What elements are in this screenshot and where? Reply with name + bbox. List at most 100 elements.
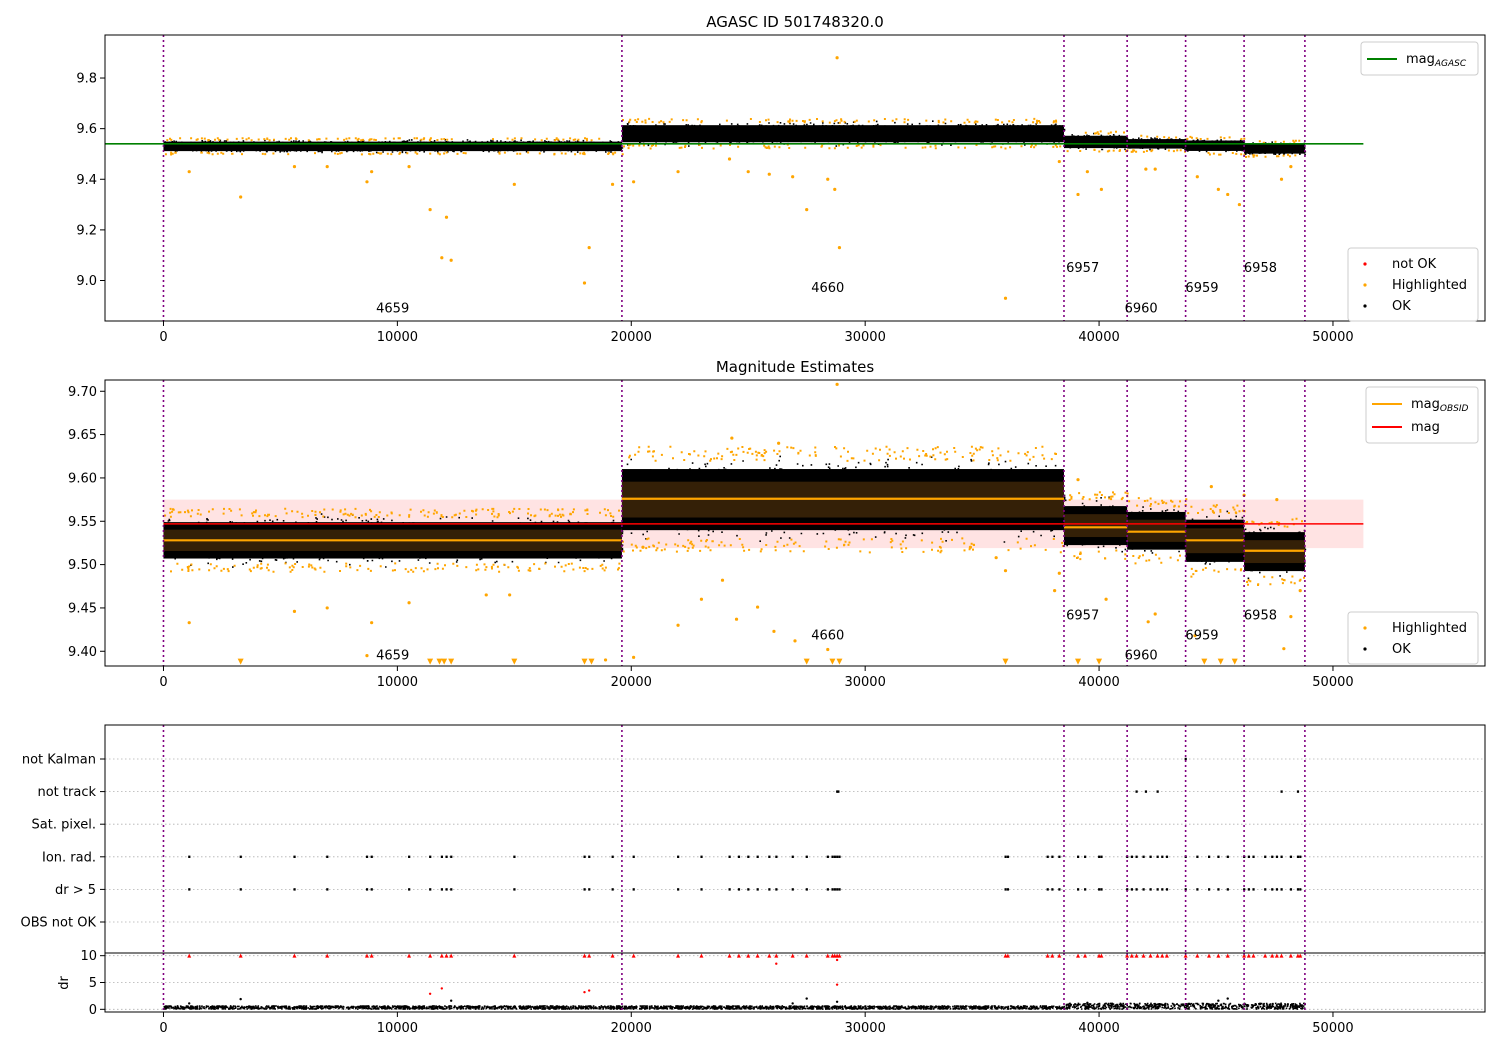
flag-point — [1149, 855, 1152, 858]
dr-clipped-marker — [1050, 953, 1055, 958]
flag-point — [445, 855, 448, 858]
flag-point — [1006, 888, 1010, 891]
flag-point — [1004, 855, 1007, 858]
agasc-point-legend-marker — [1363, 304, 1367, 308]
flag-point — [826, 888, 829, 891]
flag-point — [1046, 855, 1049, 858]
mag-offscale-marker — [836, 658, 843, 665]
dr-clipped-marker — [1099, 953, 1104, 958]
mag-highlighted-edge-points — [1068, 491, 1129, 561]
dr-clipped-marker — [746, 953, 751, 958]
mag-offscale-marker — [1002, 658, 1009, 665]
flag-point — [611, 855, 614, 858]
flag-point — [1004, 888, 1007, 891]
mag-obsid-label: 6959 — [1185, 629, 1218, 644]
mag-highlighted-point — [994, 556, 998, 560]
mag-point-legend-box — [1347, 611, 1479, 665]
mag-offscale-marker — [1201, 658, 1208, 665]
flag-point — [370, 855, 373, 858]
flag-point — [1271, 888, 1274, 891]
flag-point — [408, 888, 411, 891]
dr-clipped-marker — [364, 953, 369, 958]
mag-highlighted-point — [603, 658, 608, 662]
dr-xtick-label: 20000 — [611, 1021, 652, 1036]
flag-point — [365, 855, 369, 858]
flag-point — [1296, 855, 1300, 858]
flag-point — [747, 855, 750, 858]
flag-point — [445, 888, 448, 891]
agasc-xtick-label: 50000 — [1312, 330, 1353, 345]
flag-point — [450, 888, 453, 891]
agasc-obsid-label: 6958 — [1244, 261, 1277, 276]
agasc-highlighted-point — [187, 170, 191, 174]
mag-highlighted-point — [968, 545, 973, 549]
dr-ytick-label: 10 — [80, 949, 97, 964]
agasc-highlighted-point — [833, 187, 837, 191]
dr-clipped-marker — [1005, 953, 1010, 958]
flag-category-label: not track — [37, 785, 96, 800]
flag-point — [1058, 855, 1061, 858]
mag-highlighted-point — [365, 654, 369, 658]
flag-point — [1058, 888, 1061, 891]
agasc-highlighted-point — [1099, 187, 1104, 191]
dr-clipped-marker — [1076, 953, 1081, 958]
flag-point — [1247, 855, 1250, 858]
mag-ytick-label: 9.50 — [68, 558, 97, 573]
dr-clipped-marker — [369, 953, 374, 958]
agasc-plot-area: 4659 4660 6957 6960 6959 6958 — [105, 35, 1364, 321]
dr-clipped-marker — [428, 953, 433, 958]
dr-clipped-marker — [292, 953, 297, 958]
flag-point — [833, 855, 836, 858]
agasc-highlighted-point — [1085, 170, 1089, 174]
dr-xtick-label: 40000 — [1078, 1021, 1119, 1036]
mag-obsid-label: 6958 — [1244, 609, 1277, 624]
agasc-obsid-label: 6959 — [1185, 281, 1218, 296]
agasc-obsid-label: 4660 — [811, 281, 844, 296]
flag-point — [747, 888, 750, 891]
agasc-ytick-label: 9.6 — [76, 122, 97, 137]
dr-ytick-label: 5 — [89, 976, 97, 991]
flag-point — [588, 888, 591, 891]
agasc-ytick-label: 9.4 — [76, 173, 97, 188]
agasc-ok-points — [1185, 138, 1246, 153]
flag-point — [429, 888, 432, 891]
agasc-highlighted-point — [325, 165, 329, 169]
flag-point — [805, 888, 808, 891]
mag-xtick-label: 40000 — [1078, 675, 1119, 690]
mag-point-legend-label: Highlighted — [1392, 621, 1467, 636]
flag-point — [791, 855, 794, 858]
flag-point — [836, 855, 839, 858]
flag-point — [188, 888, 191, 891]
dr-clipped-marker — [1183, 953, 1188, 958]
flag-point — [1243, 888, 1246, 891]
agasc-highlighted-point — [239, 195, 243, 199]
flag-point — [1165, 888, 1169, 891]
mag-highlighted-point — [1275, 498, 1279, 502]
agasc-highlighted-edge-points — [1130, 134, 1186, 153]
flag-point — [632, 888, 635, 891]
agasc-highlighted-edge-points — [1186, 135, 1246, 156]
dr-ok-point — [188, 1002, 191, 1005]
mag-offscale-marker — [1231, 658, 1238, 665]
flag-point — [768, 855, 771, 858]
flag-point — [440, 888, 444, 891]
flag-point — [1165, 855, 1169, 858]
mag-offscale-marker — [1217, 658, 1224, 665]
dr-ok-point — [1086, 1001, 1089, 1005]
flag-point — [1098, 888, 1101, 891]
mag-highlighted-point — [370, 621, 374, 625]
flag-point — [440, 855, 444, 858]
flag-point — [1247, 888, 1250, 891]
flag-point — [239, 888, 242, 891]
agasc-highlighted-point — [292, 165, 297, 169]
flag-point — [1084, 855, 1087, 858]
mag-highlighted-point — [484, 593, 488, 597]
mag-highlighted-edge-points — [1187, 504, 1246, 578]
flag-point — [1084, 888, 1087, 891]
agasc-ok-points — [622, 120, 1066, 147]
mag-offscale-marker — [588, 658, 595, 665]
flag-point — [1296, 888, 1300, 891]
dr-ok-points — [163, 1002, 1306, 1010]
mag-axes-frame — [104, 379, 1486, 667]
